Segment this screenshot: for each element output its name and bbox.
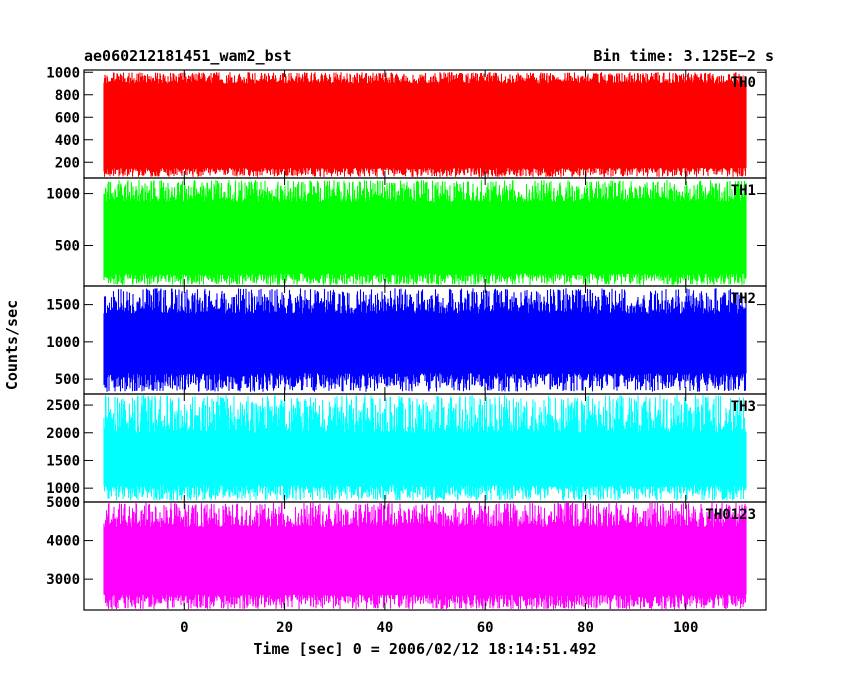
y-tick-label: 400 [55,133,80,149]
y-axis-label: Counts/sec [3,300,21,390]
y-tick-label: 1500 [46,453,80,469]
x-tick-label: 60 [477,620,494,636]
y-tick-label: 1000 [46,187,80,203]
chart-title: ae060212181451_wam2_bst [84,47,292,65]
y-tick-label: 500 [55,372,80,388]
y-tick-label: 1000 [46,335,80,351]
x-tick-label: 100 [673,620,698,636]
y-tick-label: 200 [55,155,80,171]
series-band-th0 [104,83,746,168]
y-tick-label: 2000 [46,426,80,442]
x-axis-label: Time [sec] 0 = 2006/02/12 18:14:51.492 [253,640,596,658]
y-tick-label: 1000 [46,481,80,497]
y-tick-label: 4000 [46,534,80,550]
y-tick-label: 600 [55,110,80,126]
y-tick-label: 500 [55,239,80,255]
y-tick-label: 3000 [46,572,80,588]
panel-frame-th0123 [83,501,767,611]
panel-label-th0: TH0 [731,75,756,91]
panel-label-th2: TH2 [731,291,756,307]
plot-layer [103,72,747,609]
y-tick-label: 1000 [46,65,80,81]
panel-label-th1: TH1 [731,183,756,199]
x-tick-label: 0 [180,620,188,636]
x-tick-label: 20 [276,620,293,636]
x-tick-label: 80 [577,620,594,636]
panel-label-th0123: TH0123 [705,507,756,523]
series-band-th2 [104,313,746,374]
y-tick-label: 1500 [46,298,80,314]
series-band-th0123 [104,527,746,595]
series-band-th1 [104,201,746,274]
x-tick-label: 40 [376,620,393,636]
series-band-th3 [104,432,746,486]
bin-time-label: Bin time: 3.125E−2 s [593,47,774,65]
y-tick-label: 5000 [46,495,80,511]
panel-label-th3: TH3 [731,399,756,415]
y-tick-label: 800 [55,88,80,104]
y-tick-label: 2500 [46,398,80,414]
